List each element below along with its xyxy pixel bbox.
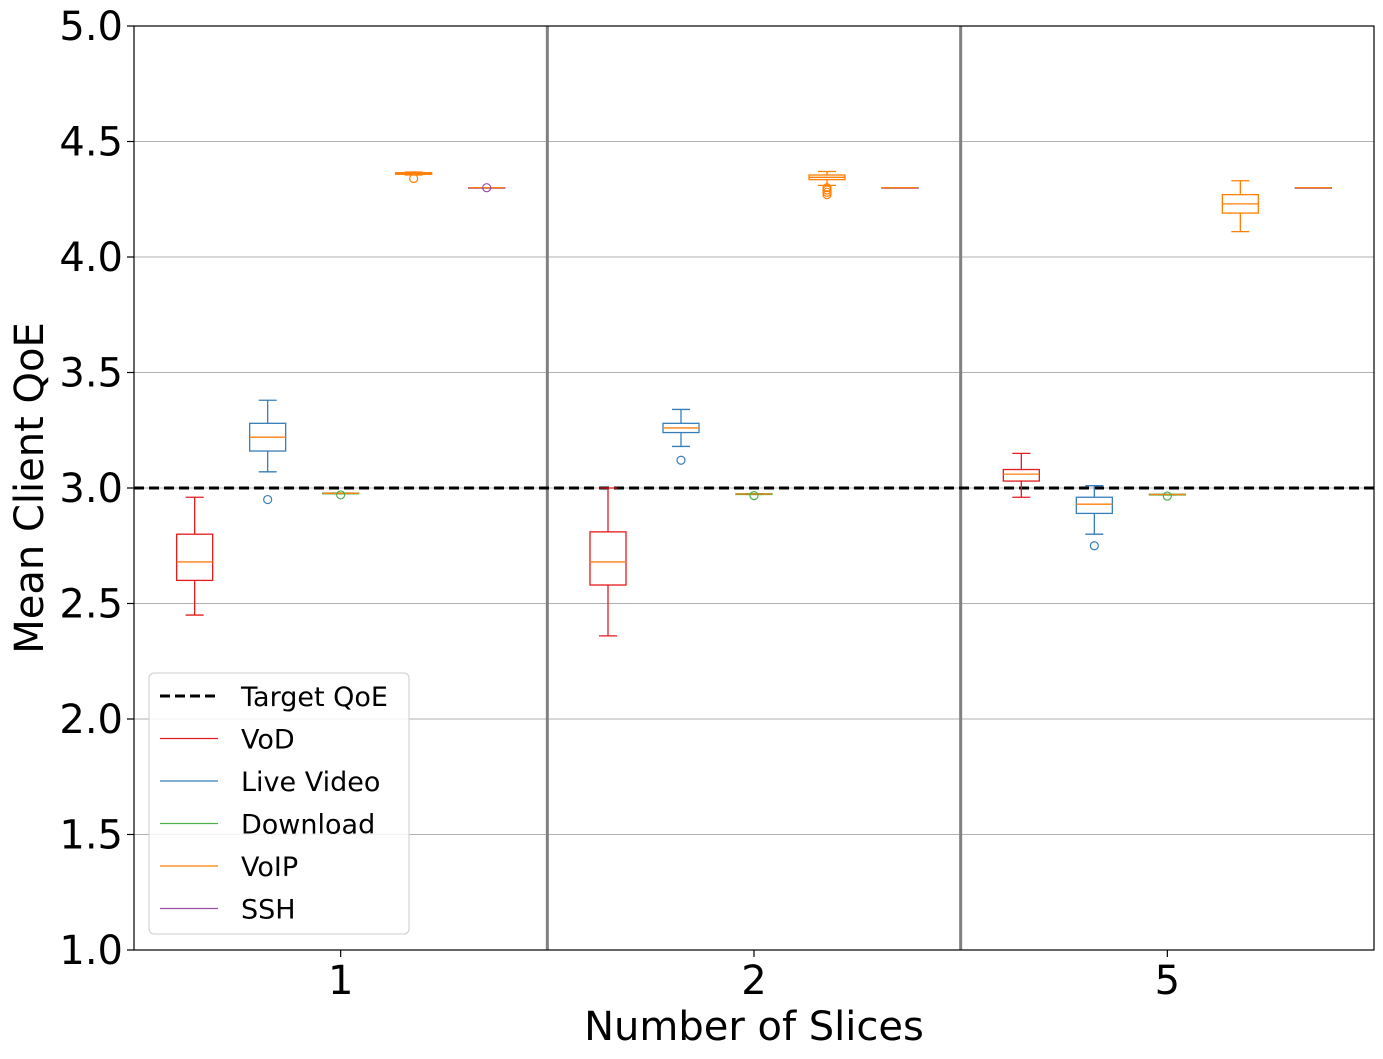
boxes-layer: [176, 170, 1332, 637]
x-tick-label: 2: [741, 958, 766, 1004]
y-tick-label: 3.5: [59, 351, 123, 397]
box-live-video-1: [249, 399, 287, 505]
box-vod-5: [1002, 452, 1040, 498]
y-tick-label: 2.0: [59, 697, 123, 743]
legend: Target QoE VoD Live Video Download VoIP SSH: [148, 672, 410, 935]
outlier-point: [1162, 491, 1172, 501]
box-vod-1: [176, 496, 214, 616]
box-iqr: [176, 533, 214, 582]
legend-label: Download: [241, 810, 375, 841]
outlier-point: [822, 183, 832, 193]
y-axis-ticks: 1.0 1.5 2.0 2.5 3.0 3.5 4.0 4.5 5.0: [59, 4, 134, 974]
y-tick-label: 3.0: [59, 466, 123, 512]
box-live-video-5: [1075, 485, 1113, 551]
legend-label: VoD: [241, 725, 295, 756]
box-voip-5: [1221, 180, 1259, 233]
box-ssh-5: [1294, 187, 1332, 189]
box-download-1: [322, 490, 360, 500]
legend-label: VoIP: [241, 852, 298, 883]
outlier-point: [263, 494, 273, 505]
box-iqr: [1002, 468, 1040, 482]
outlier-point: [409, 173, 419, 184]
legend-label: Target QoE: [240, 682, 388, 713]
y-axis-label: Mean Client QoE: [7, 322, 53, 653]
x-tick-label: 1: [328, 958, 353, 1004]
outlier-point: [1089, 541, 1099, 551]
box-vod-2: [589, 487, 627, 637]
y-tick-label: 1.0: [59, 928, 123, 974]
legend-label: Live Video: [241, 767, 380, 798]
outlier-point: [822, 185, 832, 195]
box-download-2: [735, 491, 773, 501]
x-tick-label: 5: [1155, 958, 1180, 1004]
outlier-point: [822, 190, 832, 200]
box-iqr: [589, 531, 627, 586]
legend-label: SSH: [241, 895, 296, 926]
x-axis-label: Number of Slices: [584, 1004, 924, 1050]
box-voip-2: [808, 170, 846, 200]
box-ssh-1: [468, 183, 506, 193]
box-download-5: [1148, 491, 1186, 501]
outlier-point: [749, 491, 759, 501]
outlier-point: [822, 187, 832, 197]
box-live-video-2: [662, 408, 700, 465]
box-ssh-2: [881, 187, 919, 189]
y-tick-label: 5.0: [59, 4, 123, 50]
outlier-point: [676, 455, 686, 465]
y-tick-label: 1.5: [59, 813, 123, 859]
y-tick-label: 4.0: [59, 235, 123, 281]
y-tick-label: 2.5: [59, 582, 123, 628]
x-axis-ticks: 1 2 5: [328, 950, 1180, 1004]
outlier-point: [336, 490, 346, 500]
box-iqr: [1075, 496, 1113, 515]
box-voip-1: [395, 171, 433, 184]
outlier-point: [482, 183, 492, 193]
y-tick-label: 4.5: [59, 120, 123, 166]
